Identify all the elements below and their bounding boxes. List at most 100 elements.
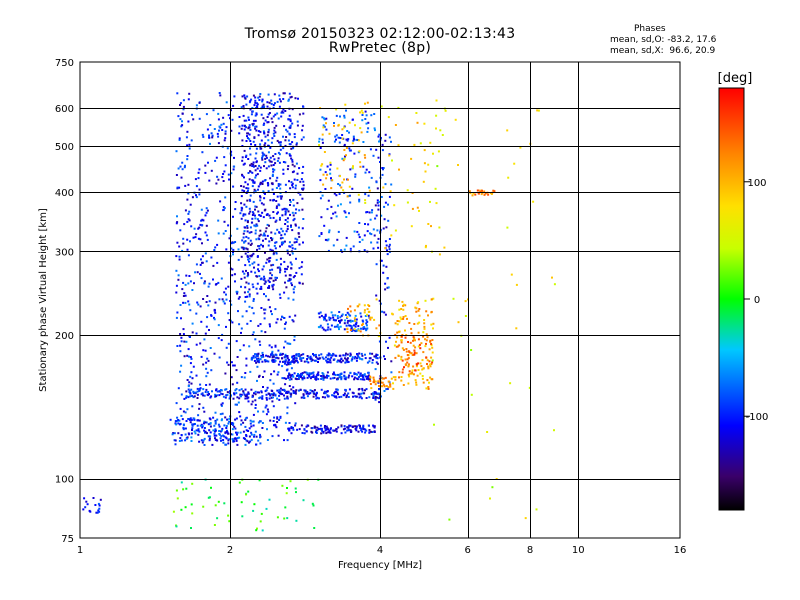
data-point [243,276,246,279]
data-point [427,314,429,317]
data-point [384,288,387,291]
data-point [268,159,271,162]
data-point [291,184,294,187]
x-axis: 1 2 4 6 8 10 16 [77,545,687,556]
data-point [362,141,365,143]
data-point [320,216,323,219]
data-point [227,342,230,345]
data-point [177,115,180,118]
data-point [253,261,256,264]
data-point [290,388,293,391]
data-point [171,433,174,436]
data-point [272,355,275,358]
data-point [423,322,426,325]
data-point [190,436,193,439]
data-point [358,198,361,201]
data-point [246,199,249,202]
data-point [225,325,227,328]
data-point [376,241,379,244]
data-point [180,414,183,417]
data-point [272,263,275,266]
data-point [183,340,186,343]
data-point [263,105,266,108]
data-point [346,429,349,432]
data-point [195,374,198,377]
data-point [259,433,261,436]
data-point [421,377,424,380]
data-point [430,323,433,326]
data-point [268,257,271,260]
data-point [225,443,228,446]
data-point [259,287,262,290]
data-point [259,229,262,232]
data-point [97,502,100,505]
data-point [351,358,354,361]
data-point [346,316,349,319]
data-point [257,263,260,266]
data-point [425,339,428,342]
data-point [214,428,217,431]
data-point [259,181,262,184]
data-point [264,251,266,254]
data-point [314,354,317,357]
data-point [270,237,272,239]
data-point [290,367,293,370]
data-point [261,100,264,103]
data-point [429,363,431,366]
data-point [245,493,247,496]
data-point [360,427,363,430]
data-point [413,143,416,146]
data-point [278,204,281,207]
data-point [292,147,295,150]
data-point [269,217,272,219]
data-point [262,410,265,413]
data-point [330,427,332,430]
data-point [188,390,191,392]
data-point [381,173,384,176]
data-point [251,165,254,167]
data-point [253,359,256,362]
data-point [294,391,297,394]
data-point [204,231,207,234]
data-point [169,418,172,421]
data-point [209,422,212,425]
data-point [377,208,380,211]
data-point [248,118,250,121]
data-point [436,165,439,168]
data-point [400,376,403,378]
data-point [202,219,205,222]
data-point [187,212,190,215]
data-point [195,263,198,266]
data-point [83,497,86,500]
colorbar-tick-label: -100 [746,412,769,423]
data-point [292,276,295,279]
data-point [175,489,178,492]
data-point [349,353,352,356]
data-point [337,136,340,139]
data-point [245,205,248,208]
data-point [430,310,433,313]
data-point [259,420,262,423]
data-point [260,202,263,205]
data-point [390,371,393,374]
data-point [259,436,261,439]
data-point [187,348,190,351]
data-point [274,308,277,311]
data-point [429,339,432,342]
data-point [356,353,358,355]
data-point [254,176,257,179]
data-point [223,170,226,173]
data-point [347,313,350,316]
data-point [401,359,404,362]
data-point [506,129,509,132]
data-point [206,316,209,319]
data-point [301,377,304,380]
data-point [216,390,219,393]
data-point [195,196,198,199]
data-point [403,366,405,369]
data-point [180,439,183,442]
data-point [235,369,238,372]
data-point [261,158,264,161]
data-point [352,165,354,168]
data-point [360,429,363,432]
